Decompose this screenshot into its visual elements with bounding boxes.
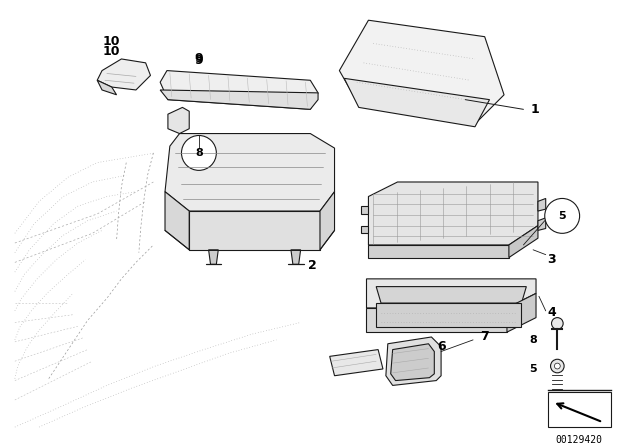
Polygon shape (339, 20, 504, 124)
Polygon shape (507, 293, 536, 332)
Circle shape (182, 135, 216, 170)
Text: 4: 4 (548, 306, 556, 319)
Polygon shape (361, 226, 369, 233)
Polygon shape (376, 287, 526, 303)
Text: 8: 8 (195, 148, 203, 158)
Polygon shape (165, 192, 189, 250)
Polygon shape (369, 182, 538, 245)
Bar (548, 392, 611, 427)
Polygon shape (291, 250, 301, 264)
Text: 5: 5 (558, 211, 566, 221)
Text: 9: 9 (195, 52, 204, 65)
Text: 8: 8 (529, 335, 537, 345)
Circle shape (545, 198, 580, 233)
Polygon shape (189, 211, 320, 250)
Text: 7: 7 (480, 331, 489, 344)
Polygon shape (367, 279, 536, 308)
Text: 2: 2 (308, 259, 317, 272)
Text: 9: 9 (195, 54, 204, 67)
Text: 6: 6 (436, 340, 445, 353)
Circle shape (554, 363, 560, 369)
Polygon shape (386, 337, 441, 385)
Circle shape (552, 318, 563, 329)
Text: 1: 1 (530, 103, 539, 116)
Polygon shape (376, 303, 522, 327)
Text: 5: 5 (529, 364, 537, 374)
Text: 00129420: 00129420 (556, 435, 603, 445)
Text: 10: 10 (103, 35, 120, 48)
Polygon shape (320, 192, 335, 250)
Polygon shape (390, 344, 435, 381)
Polygon shape (160, 90, 318, 109)
Polygon shape (97, 80, 116, 95)
Polygon shape (165, 134, 335, 211)
Polygon shape (538, 198, 546, 211)
Polygon shape (168, 108, 189, 134)
Polygon shape (160, 71, 318, 109)
Polygon shape (97, 59, 150, 90)
Polygon shape (344, 78, 490, 127)
Polygon shape (369, 245, 509, 258)
Polygon shape (209, 250, 218, 264)
Polygon shape (538, 218, 546, 230)
Text: 10: 10 (103, 45, 120, 58)
Polygon shape (367, 308, 507, 332)
Text: 3: 3 (548, 253, 556, 266)
Polygon shape (361, 206, 369, 214)
Polygon shape (330, 349, 383, 376)
Polygon shape (509, 226, 538, 258)
Circle shape (550, 359, 564, 373)
